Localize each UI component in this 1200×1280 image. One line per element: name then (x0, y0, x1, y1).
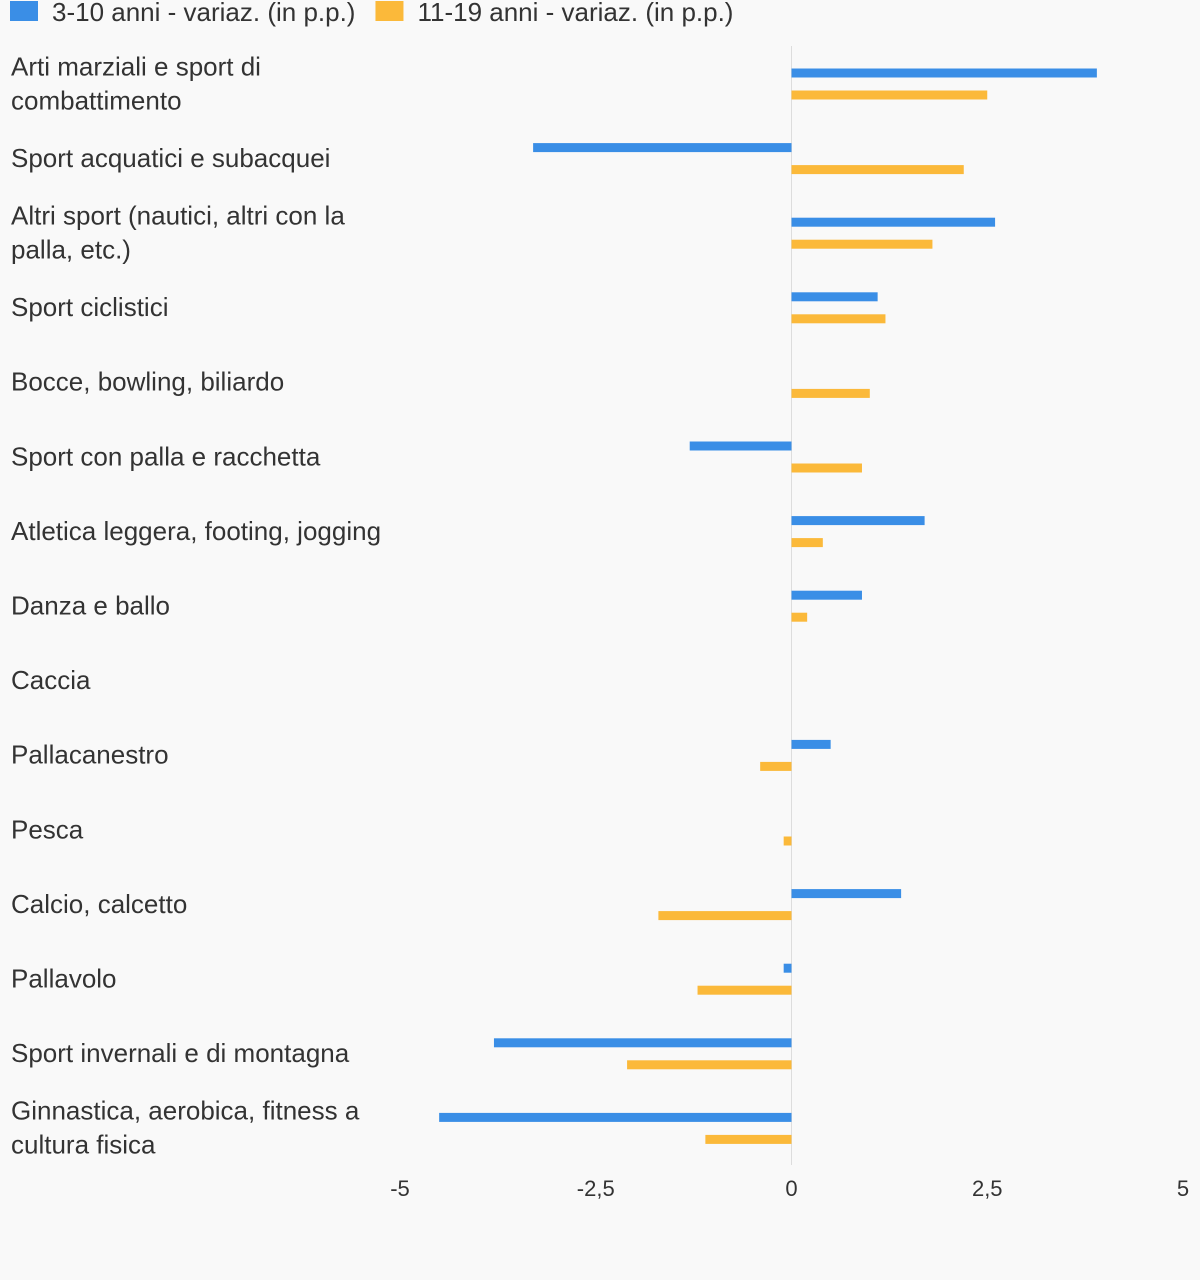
category-label: Calcio, calcetto (11, 889, 187, 919)
bar[interactable] (533, 143, 792, 153)
legend-label[interactable]: 3-10 anni - variaz. (in p.p.) (52, 0, 355, 27)
x-tick-label: 0 (785, 1176, 797, 1201)
bar[interactable] (791, 68, 1097, 78)
x-tick-label: 5 (1177, 1176, 1189, 1201)
bar[interactable] (791, 217, 996, 227)
bar[interactable] (783, 963, 792, 973)
category-label: Caccia (11, 665, 91, 695)
bar[interactable] (627, 1060, 792, 1070)
bar[interactable] (791, 739, 831, 749)
category-label: Danza e ballo (11, 591, 170, 621)
legend-swatch[interactable] (375, 1, 404, 21)
bar[interactable] (760, 761, 792, 771)
legend-swatch[interactable] (10, 1, 38, 21)
x-tick-label: -5 (390, 1176, 410, 1201)
bar[interactable] (783, 836, 792, 846)
x-tick-label: 2,5 (972, 1176, 1003, 1201)
bar[interactable] (791, 292, 878, 302)
category-label: Ginnastica, aerobica, fitness a cultura f… (11, 1096, 360, 1160)
category-label: Sport ciclistici (11, 292, 168, 322)
category-label: Bocce, bowling, biliardo (11, 367, 284, 397)
category-label: Sport invernali e di montagna (11, 1038, 350, 1068)
bar[interactable] (791, 516, 925, 526)
bar[interactable] (791, 314, 886, 324)
bar[interactable] (689, 441, 792, 451)
category-label: Sport con palla e racchetta (11, 441, 321, 471)
bar[interactable] (493, 1038, 792, 1048)
category-label: Pesca (11, 814, 84, 844)
bar[interactable] (791, 239, 933, 249)
bar[interactable] (791, 590, 862, 600)
bar[interactable] (791, 463, 862, 473)
category-label: Sport acquatici e subacquei (11, 143, 330, 173)
bar[interactable] (791, 90, 988, 100)
bar[interactable] (439, 1112, 792, 1122)
bar[interactable] (791, 165, 964, 175)
bar[interactable] (697, 985, 792, 995)
bar[interactable] (791, 889, 902, 899)
bar[interactable] (658, 911, 792, 921)
bar[interactable] (705, 1134, 792, 1144)
category-label: Atletica leggera, footing, jogging (11, 516, 381, 546)
x-tick-label: -2,5 (577, 1176, 615, 1201)
bar[interactable] (791, 388, 870, 398)
category-label: Arti marziali e sport di combattimento (11, 51, 261, 115)
category-label: Altri sport (nautici, altri con la palla,… (11, 201, 345, 265)
legend-label[interactable]: 11-19 anni - variaz. (in p.p.) (417, 0, 733, 27)
category-label: Pallavolo (11, 964, 117, 994)
bar[interactable] (791, 538, 823, 548)
category-label: Pallacanestro (11, 740, 169, 770)
bar[interactable] (791, 612, 808, 622)
